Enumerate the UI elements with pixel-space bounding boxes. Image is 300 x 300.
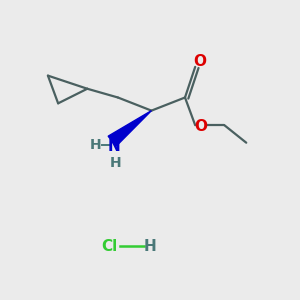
Text: O: O	[193, 53, 206, 68]
Polygon shape	[108, 111, 152, 146]
Text: H: H	[90, 138, 102, 152]
Text: O: O	[194, 119, 208, 134]
Text: H: H	[144, 239, 156, 254]
Text: N: N	[108, 139, 121, 154]
Text: Cl: Cl	[101, 239, 117, 254]
Text: H: H	[110, 155, 122, 170]
